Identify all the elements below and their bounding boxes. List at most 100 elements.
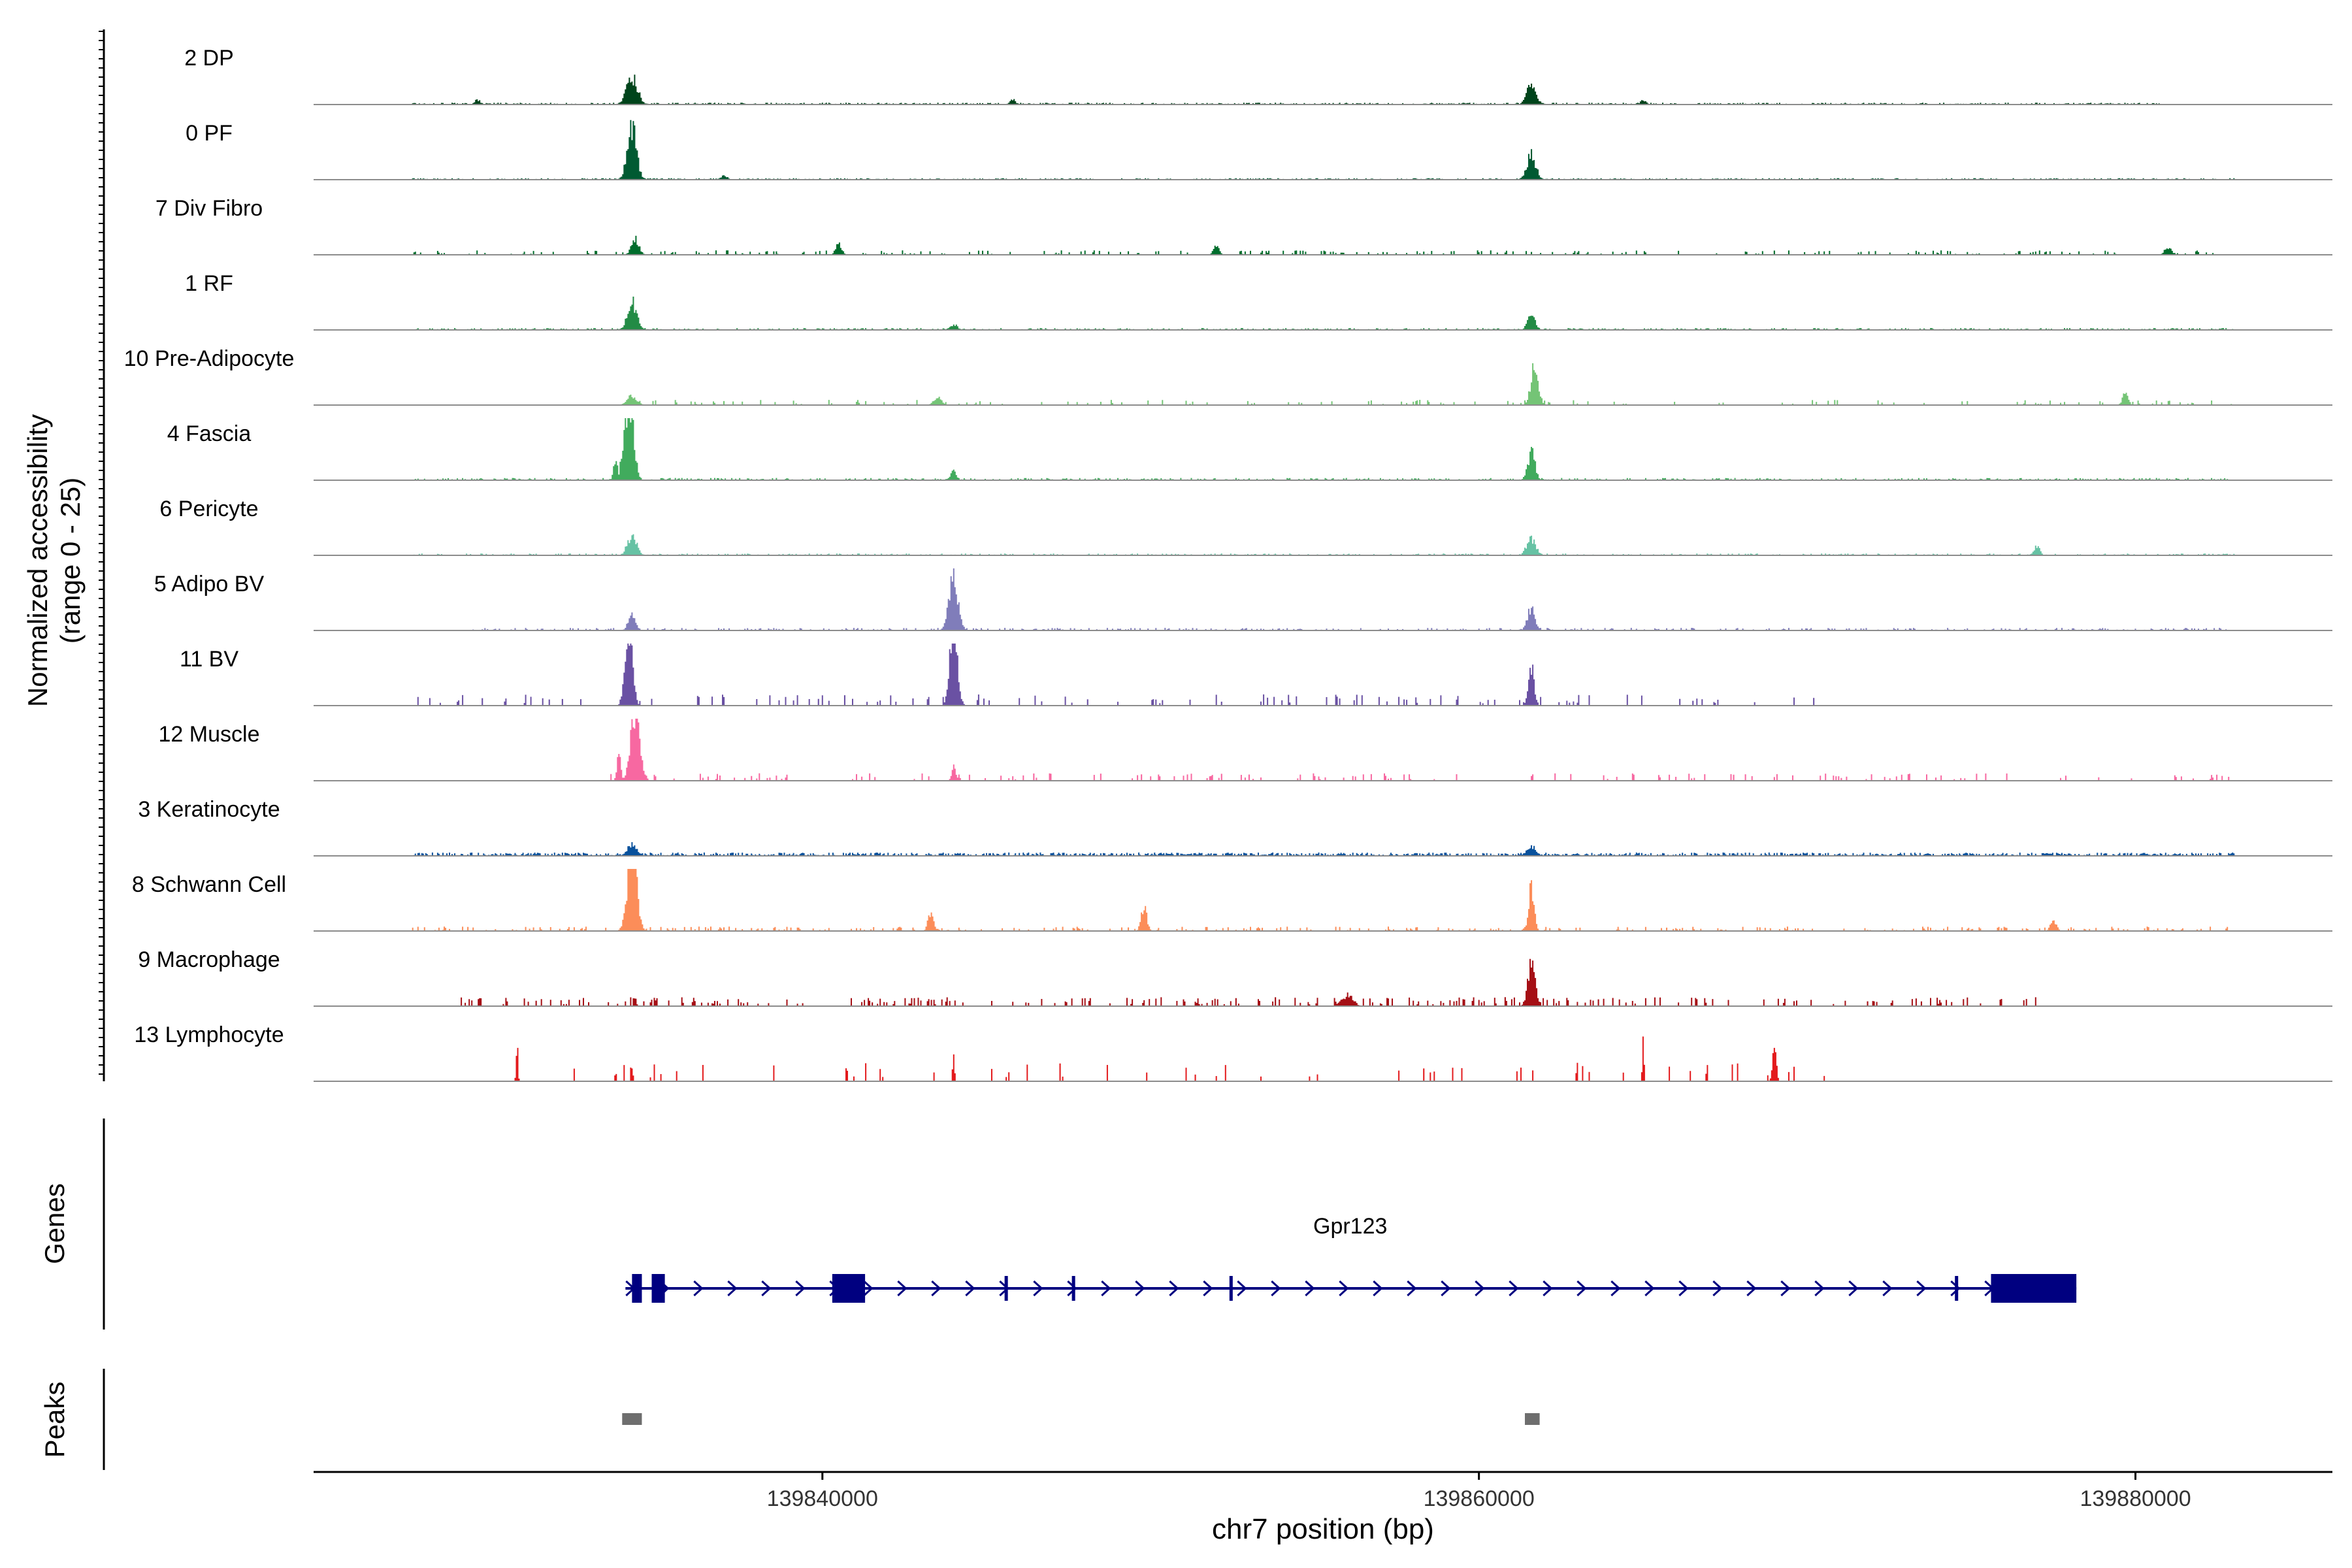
track-label: 10 Pre-Adipocyte [124,346,295,371]
track-7: 6 Pericyte [159,497,2333,556]
strand-arrow [931,1280,941,1297]
track-label: 12 Muscle [159,722,260,747]
track-label: 4 Fascia [167,421,252,446]
track-4: 1 RF [185,271,2333,331]
track-label: 1 RF [185,271,233,296]
x-axis: 139840000 139860000 139880000 [314,1471,2332,1511]
coverage-area [314,568,2333,630]
track-label: 6 Pericyte [159,497,258,521]
gene-exon [1229,1276,1233,1301]
track-14: 13 Lymphocyte [134,1022,2333,1082]
track-1: 2 DP [184,46,2333,105]
gene-exon [1071,1276,1075,1301]
strand-arrow [1916,1280,1927,1297]
strand-arrow [1712,1280,1723,1297]
strand-arrow [693,1280,704,1297]
track-6: 4 Fascia [167,418,2333,481]
coverage-area [314,418,2333,480]
strand-arrow [1305,1280,1315,1297]
track-label: 9 Macrophage [138,947,280,972]
track-label: 2 DP [184,46,234,71]
strand-arrow [795,1280,806,1297]
peak-region [1525,1413,1540,1425]
track-label: 13 Lymphocyte [134,1022,284,1047]
peak-region [622,1413,642,1425]
strand-arrow [1509,1280,1519,1297]
strand-arrow [1339,1280,1349,1297]
track-label: 5 Adipo BV [154,572,265,596]
track-label: 11 BV [180,647,238,672]
strand-arrow [1610,1280,1621,1297]
gene-exon [1004,1276,1008,1301]
x-tick-label: 139840000 [767,1486,878,1511]
y-axis [99,29,105,1081]
track-8: 5 Adipo BV [154,568,2333,631]
coverage-tracks: 2 DP 0 PF 7 Div Fibro 1 RF 10 Pre-Adipocyte 4… [124,46,2333,1082]
coverage-area [314,842,2333,856]
strand-arrow [1644,1280,1655,1297]
strand-arrow [761,1280,772,1297]
strand-arrow [1746,1280,1757,1297]
coverage-area [314,869,2333,931]
track-9: 11 BV [180,644,2333,706]
strand-arrow [1203,1280,1213,1297]
gene-exon [1991,1274,2077,1303]
strand-arrow [1543,1280,1553,1297]
x-tick-label: 139880000 [2080,1486,2191,1511]
track-3: 7 Div Fibro [155,196,2333,255]
x-tick-label: 139860000 [1424,1486,1535,1511]
coverage-area [314,644,2333,706]
gene-track: Gpr123 [625,1214,2077,1303]
track-label: 3 Keratinocyte [138,797,280,822]
track-label: 7 Div Fibro [155,196,263,221]
track-12: 8 Schwann Cell [132,869,2333,932]
strand-arrow [1101,1280,1111,1297]
coverage-area [314,363,2333,405]
strand-arrow [1848,1280,1859,1297]
coverage-area [314,120,2333,180]
coverage-area [314,534,2333,555]
track-13: 9 Macrophage [138,947,2333,1007]
strand-arrow [1441,1280,1451,1297]
strand-arrow [1780,1280,1791,1297]
strand-arrow [1814,1280,1825,1297]
peaks-panel-label: Peaks [39,1382,70,1458]
strand-arrow [1271,1280,1281,1297]
strand-arrow [897,1280,907,1297]
strand-arrow [1576,1280,1587,1297]
y-axis-label-range: (range 0 - 25) [55,478,86,644]
strand-arrow [1067,1280,1077,1297]
gene-exon [832,1274,866,1303]
coverage-area [314,958,2333,1006]
strand-arrow [1135,1280,1145,1297]
track-2: 0 PF [186,120,2333,180]
genes-panel-label: Genes [39,1183,70,1264]
strand-arrow [1407,1280,1417,1297]
strand-arrow [1475,1280,1485,1297]
strand-arrow [727,1280,738,1297]
strand-arrow [863,1280,874,1297]
coverage-area [314,297,2333,330]
strand-arrow [1950,1280,1961,1297]
strand-arrow [965,1280,975,1297]
track-5: 10 Pre-Adipocyte [124,346,2333,406]
gene-exon [651,1274,665,1303]
track-10: 12 Muscle [159,719,2333,781]
track-label: 0 PF [186,121,233,146]
coverage-area [314,1036,2333,1081]
strand-arrow [1169,1280,1179,1297]
coverage-area [314,719,2333,781]
strand-arrow [1373,1280,1383,1297]
track-11: 3 Keratinocyte [138,797,2333,857]
coverage-area [314,235,2333,255]
gene-exon [1955,1276,1959,1301]
track-label: 8 Schwann Cell [132,872,286,897]
gene-exon [632,1274,642,1303]
x-axis-label: chr7 position (bp) [1212,1513,1434,1545]
strand-arrow [1882,1280,1893,1297]
gene-name: Gpr123 [1313,1214,1387,1239]
strand-arrow [1237,1280,1247,1297]
coverage-area [314,74,2333,105]
peaks-track [622,1413,1540,1425]
